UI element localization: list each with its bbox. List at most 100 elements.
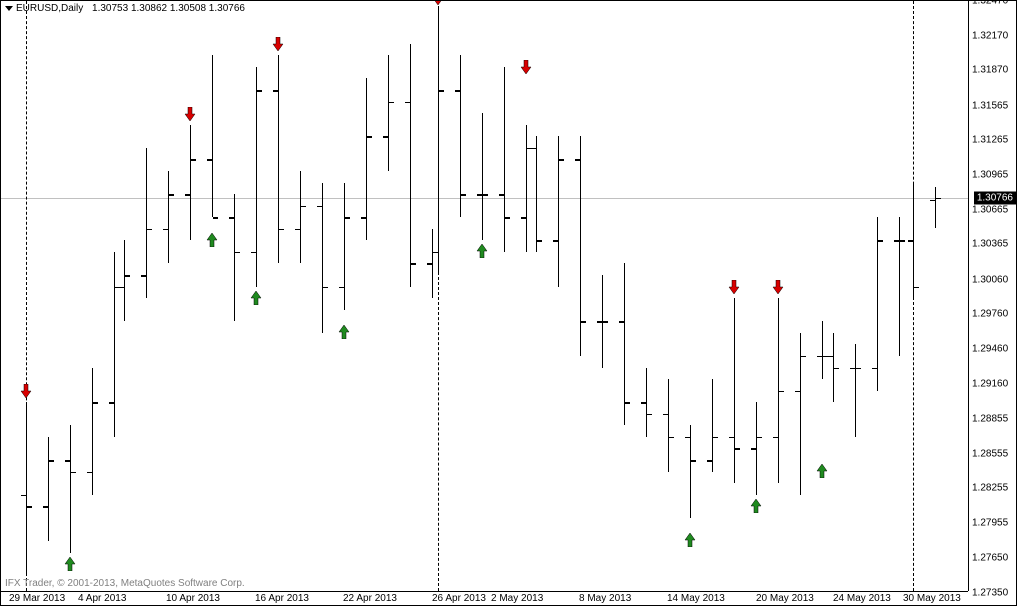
ohlc-bar	[935, 187, 936, 227]
ohlc-bar	[526, 125, 527, 252]
sell-arrow-icon	[772, 280, 784, 299]
ohlc-bar	[913, 183, 914, 299]
ohlc-bar	[26, 402, 27, 575]
ohlc-prices: 1.30753 1.30862 1.30508 1.30766	[92, 3, 245, 14]
ohlc-bar	[602, 275, 603, 368]
ohlc-bar	[822, 321, 823, 379]
x-axis-tick: 10 Apr 2013	[166, 593, 220, 604]
y-axis-tick: 1.29760	[972, 309, 1008, 320]
x-axis-tick: 8 May 2013	[579, 593, 631, 604]
y-axis-tick: 1.28255	[972, 483, 1008, 494]
ohlc-bar	[410, 44, 411, 287]
symbol-label: EURUSD,Daily	[16, 3, 83, 14]
ohlc-bar	[668, 379, 669, 472]
copyright-footer: IFX Trader, © 2001-2013, MetaQuotes Soft…	[5, 578, 245, 589]
y-axis-tick: 1.29160	[972, 378, 1008, 389]
ohlc-bar	[114, 252, 115, 437]
y-axis-tick: 1.31565	[972, 100, 1008, 111]
y-axis-tick: 1.27350	[972, 588, 1008, 599]
ohlc-bar	[778, 298, 779, 483]
sell-arrow-icon	[20, 384, 32, 403]
ohlc-bar	[712, 379, 713, 472]
ohlc-bar	[388, 55, 389, 171]
ohlc-bar	[482, 113, 483, 240]
sell-arrow-icon	[272, 37, 284, 56]
ohlc-bar	[234, 194, 235, 321]
ohlc-bar	[646, 368, 647, 437]
y-axis-tick: 1.32170	[972, 30, 1008, 41]
ohlc-bar	[690, 425, 691, 518]
ohlc-bar	[366, 78, 367, 240]
ohlc-bar	[504, 67, 505, 252]
ohlc-bar	[92, 368, 93, 495]
y-axis-tick: 1.29460	[972, 344, 1008, 355]
y-axis-tick: 1.30965	[972, 170, 1008, 181]
sell-arrow-icon	[432, 0, 444, 10]
chevron-down-icon[interactable]	[5, 6, 13, 11]
ohlc-bar	[800, 333, 801, 495]
ohlc-bar	[190, 125, 191, 241]
ohlc-bar	[300, 171, 301, 264]
y-axis-tick: 1.27955	[972, 518, 1008, 529]
y-axis-tick: 1.30365	[972, 239, 1008, 250]
current-price-label: 1.30766	[974, 192, 1016, 205]
plot-area[interactable]	[1, 1, 968, 591]
ohlc-bar	[877, 217, 878, 390]
ohlc-bar	[146, 148, 147, 298]
x-axis-tick: 26 Apr 2013	[432, 593, 486, 604]
ohlc-bar	[168, 171, 169, 264]
y-axis-tick: 1.27650	[972, 553, 1008, 564]
sell-arrow-icon	[184, 107, 196, 126]
ohlc-bar	[558, 136, 559, 286]
y-axis-tick: 1.32470	[972, 0, 1008, 7]
ohlc-bar	[536, 136, 537, 252]
ohlc-bar	[833, 333, 834, 402]
y-axis-tick: 1.30060	[972, 274, 1008, 285]
x-axis-tick: 16 Apr 2013	[255, 593, 309, 604]
y-axis-tick: 1.28855	[972, 413, 1008, 424]
y-axis-tick: 1.28555	[972, 448, 1008, 459]
ohlc-bar	[580, 136, 581, 356]
x-axis-tick: 14 May 2013	[667, 593, 725, 604]
y-axis-tick: 1.31870	[972, 65, 1008, 76]
chart-header: EURUSD,Daily 1.30753 1.30862 1.30508 1.3…	[5, 3, 245, 14]
ohlc-bar	[70, 425, 71, 552]
ohlc-bar	[344, 183, 345, 310]
x-axis-tick: 20 May 2013	[756, 593, 814, 604]
ohlc-bar	[899, 217, 900, 356]
ohlc-bar	[756, 402, 757, 495]
ohlc-bar	[460, 55, 461, 217]
y-axis-tick: 1.30665	[972, 204, 1008, 215]
x-axis-tick: 29 Mar 2013	[9, 593, 65, 604]
x-axis-tick: 22 Apr 2013	[343, 593, 397, 604]
sell-arrow-icon	[728, 280, 740, 299]
buy-arrow-icon	[64, 557, 76, 576]
buy-arrow-icon	[250, 291, 262, 310]
y-axis: 1.32470 1.32170 1.31870 1.31565 1.31265 1.309…	[968, 1, 1016, 591]
x-axis: 29 Mar 2013 4 Apr 2013 10 Apr 2013 16 Apr 2…	[1, 591, 968, 605]
x-axis-tick: 4 Apr 2013	[78, 593, 126, 604]
ohlc-bar	[438, 9, 439, 275]
ohlc-bar	[624, 263, 625, 425]
ohlc-bar	[278, 55, 279, 263]
chart-container: EURUSD,Daily 1.30753 1.30862 1.30508 1.3…	[0, 0, 1017, 606]
buy-arrow-icon	[750, 499, 762, 518]
ohlc-bar	[432, 229, 433, 298]
buy-arrow-icon	[684, 533, 696, 552]
buy-arrow-icon	[206, 233, 218, 252]
ohlc-bar	[124, 240, 125, 321]
ohlc-bar	[256, 67, 257, 287]
y-axis-tick: 1.31265	[972, 135, 1008, 146]
buy-arrow-icon	[476, 244, 488, 263]
ohlc-bar	[322, 183, 323, 333]
sell-arrow-icon	[520, 60, 532, 79]
ohlc-bar	[48, 437, 49, 541]
x-axis-tick: 30 May 2013	[903, 593, 961, 604]
ohlc-bar	[734, 298, 735, 483]
ohlc-bar	[855, 344, 856, 437]
x-axis-tick: 2 May 2013	[491, 593, 543, 604]
buy-arrow-icon	[338, 325, 350, 344]
x-axis-tick: 24 May 2013	[833, 593, 891, 604]
buy-arrow-icon	[816, 464, 828, 483]
ohlc-bar	[212, 55, 213, 217]
